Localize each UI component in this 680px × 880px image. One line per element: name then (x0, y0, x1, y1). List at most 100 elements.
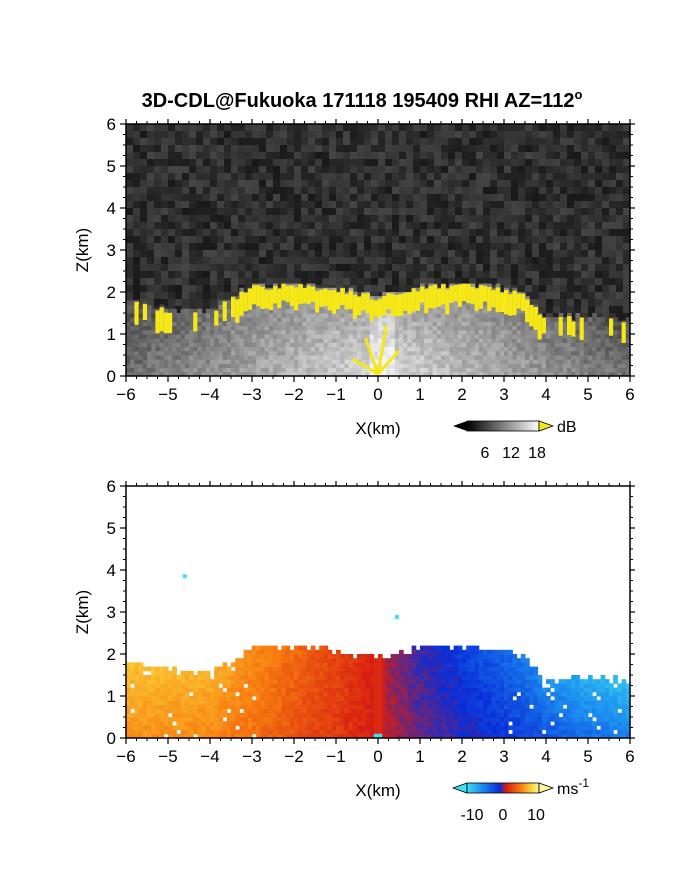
reflectivity-noise-cell (385, 243, 392, 250)
reflectivity-noise-cell (616, 313, 623, 320)
reflectivity-noise-cell (497, 243, 504, 250)
reflectivity-noise-cell (252, 166, 259, 173)
reflectivity-noise-cell (308, 180, 315, 187)
reflectivity-noise-cell (336, 222, 343, 229)
reflectivity-noise-cell (602, 243, 609, 250)
reflectivity-noise-cell (497, 264, 504, 271)
reflectivity-echo-cell (315, 350, 320, 356)
reflectivity-noise-cell (574, 173, 581, 180)
reflectivity-noise-cell (399, 236, 406, 243)
reflectivity-echo-cell (302, 313, 308, 318)
reflectivity-noise-cell (497, 173, 504, 180)
reflectivity-noise-cell (483, 201, 490, 208)
reflectivity-echo-cell (432, 325, 438, 331)
reflectivity-noise-cell (539, 285, 546, 292)
reflectivity-strong-echo (407, 292, 413, 315)
reflectivity-echo-cell (604, 321, 610, 327)
reflectivity-echo-cell (579, 355, 585, 360)
reflectivity-noise-cell (385, 180, 392, 187)
reflectivity-noise-cell (490, 194, 497, 201)
reflectivity-noise-cell (448, 180, 455, 187)
reflectivity-noise-cell (140, 236, 147, 243)
reflectivity-echo-cell (525, 334, 530, 339)
reflectivity-echo-cell (394, 338, 400, 343)
reflectivity-noise-cell (455, 257, 462, 264)
reflectivity-echo-cell (483, 321, 488, 327)
reflectivity-echo-cell (478, 317, 484, 322)
reflectivity-echo-cell (231, 367, 236, 373)
reflectivity-echo-cell (449, 363, 455, 369)
reflectivity-echo-cell (243, 338, 249, 343)
reflectivity-echo-cell (613, 321, 618, 327)
reflectivity-echo-cell (336, 338, 341, 343)
reflectivity-echo-cell (197, 350, 203, 356)
reflectivity-strong-echo (415, 291, 421, 311)
reflectivity-noise-cell (210, 243, 217, 250)
reflectivity-echo-cell (205, 355, 211, 360)
reflectivity-echo-cell (516, 359, 522, 364)
reflectivity-echo-cell (357, 342, 362, 348)
reflectivity-noise-cell (329, 257, 336, 264)
reflectivity-noise-cell (329, 236, 336, 243)
reflectivity-noise-cell (546, 124, 553, 131)
reflectivity-noise-cell (420, 124, 427, 131)
reflectivity-noise-cell (371, 236, 378, 243)
reflectivity-noise-cell (371, 124, 378, 131)
reflectivity-noise-cell (266, 250, 273, 257)
reflectivity-noise-cell (182, 243, 189, 250)
reflectivity-echo-cell (264, 367, 270, 373)
reflectivity-echo-cell (277, 325, 282, 331)
reflectivity-noise-cell (308, 124, 315, 131)
reflectivity-echo-cell (466, 338, 471, 343)
reflectivity-noise-cell (294, 264, 301, 271)
reflectivity-echo-cell (445, 325, 450, 331)
reflectivity-echo-cell (294, 346, 299, 352)
reflectivity-noise-cell (553, 180, 560, 187)
reflectivity-echo-cell (369, 346, 375, 352)
reflectivity-echo-cell (621, 355, 627, 360)
reflectivity-echo-cell (529, 355, 534, 360)
reflectivity-noise-cell (616, 173, 623, 180)
reflectivity-noise-cell (532, 250, 539, 257)
reflectivity-noise-cell (287, 236, 294, 243)
reflectivity-echo-cell (428, 359, 434, 364)
reflectivity-echo-cell (520, 321, 526, 327)
reflectivity-noise-cell (301, 243, 308, 250)
reflectivity-noise-cell (252, 257, 259, 264)
reflectivity-noise-cell (308, 166, 315, 173)
reflectivity-noise-cell (595, 285, 602, 292)
reflectivity-echo-cell (449, 321, 455, 327)
reflectivity-noise-cell (539, 292, 546, 299)
reflectivity-noise-cell (168, 243, 175, 250)
reflectivity-echo-cell (310, 342, 316, 348)
reflectivity-echo-cell (420, 359, 425, 364)
reflectivity-noise-cell (532, 215, 539, 222)
reflectivity-echo-cell (151, 321, 156, 327)
reflectivity-noise-cell (455, 152, 462, 159)
reflectivity-echo-cell (592, 325, 597, 331)
reflectivity-noise-cell (525, 131, 532, 138)
reflectivity-noise-cell (280, 180, 287, 187)
reflectivity-echo-cell (352, 342, 358, 348)
reflectivity-echo-cell (197, 371, 203, 376)
reflectivity-echo-cell (567, 313, 572, 318)
reflectivity-echo-cell (294, 334, 299, 339)
reflectivity-noise-cell (294, 145, 301, 152)
reflectivity-noise-cell (441, 145, 448, 152)
reflectivity-echo-cell (432, 321, 438, 327)
reflectivity-noise-cell (168, 278, 175, 285)
reflectivity-echo-cell (189, 308, 194, 314)
reflectivity-echo-cell (197, 338, 203, 343)
reflectivity-echo-cell (445, 359, 450, 364)
reflectivity-noise-cell (245, 173, 252, 180)
reflectivity-noise-cell (147, 278, 154, 285)
reflectivity-noise-cell (427, 243, 434, 250)
reflectivity-noise-cell (497, 152, 504, 159)
reflectivity-noise-cell (126, 159, 133, 166)
reflectivity-echo-cell (138, 308, 144, 314)
reflectivity-noise-cell (210, 159, 217, 166)
reflectivity-echo-cell (407, 346, 413, 352)
reflectivity-noise-cell (525, 187, 532, 194)
reflectivity-noise-cell (539, 306, 546, 313)
reflectivity-echo-cell (504, 317, 509, 322)
